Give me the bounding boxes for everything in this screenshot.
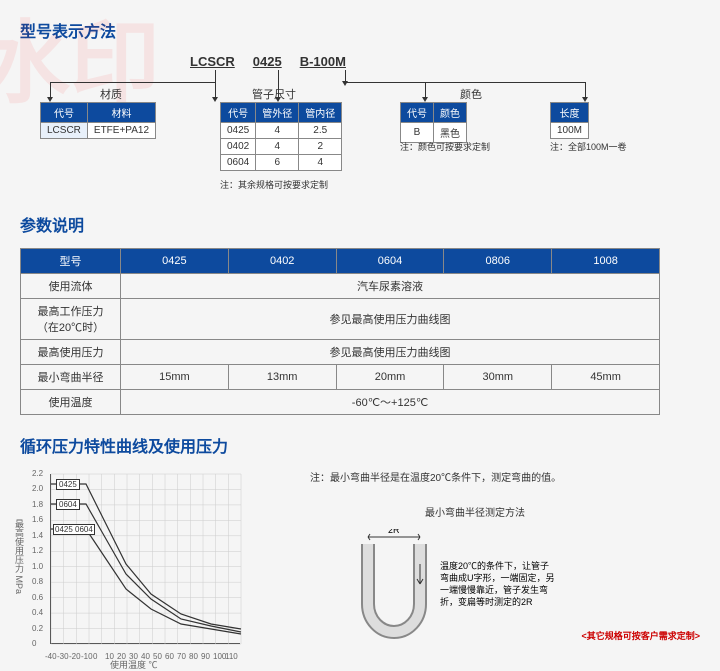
r-label: 2R [388,529,400,535]
y-tick: 2.0 [32,484,43,493]
y-tick: 1.0 [32,562,43,571]
chart-annot-1: 0425 [56,479,80,490]
x-axis-label: 使用温度 ℃ [110,658,158,671]
x-tick: 110 [225,652,238,661]
x-tick: -10 [81,652,93,661]
x-tick: 70 [177,652,186,661]
x-tick: -40 [45,652,57,661]
subhead-color: 颜色 [460,86,482,102]
diagram-desc-4: 折，变扁等时测定的2R [440,596,533,607]
diagram-desc-3: 一端慢慢靠近，管子发生弯 [440,584,548,595]
diagram-title: 最小弯曲半径测定方法 [340,504,610,519]
y-tick: 2.2 [32,469,43,478]
y-tick: 1.8 [32,500,43,509]
length-note: 注：全部100M一卷 [550,140,627,153]
model-part-2: 0425 [253,54,282,69]
subhead-size: 管子尺寸 [252,86,296,102]
diagram-box: 注：最小弯曲半径是在温度20℃条件下，测定弯曲的值。 最小弯曲半径测定方法 2R… [310,469,610,669]
y-tick: 1.6 [32,515,43,524]
pressure-chart: 最高使用压力 MPa 0425 0604 0425 0604 2.22.01.8… [20,469,250,669]
diagram-note-top: 注：最小弯曲半径是在温度20℃条件下，测定弯曲的值。 [310,469,610,484]
y-tick: 1.4 [32,531,43,540]
y-axis-label: 最高使用压力 MPa [14,519,23,594]
color-note: 注：颜色可按要求定制 [400,140,490,153]
model-diagram: LCSCR 0425 B-100M 材质 管子尺寸 颜色 代号材料 LCSCRE… [20,54,700,204]
x-tick: 60 [165,652,174,661]
chart-grid: 0425 0604 0425 0604 [50,474,240,644]
utube-diagram: 2R 固 定 端 温度20℃的条件下，让管子 弯曲成U字形，一端固定，另 一端慢… [360,529,500,649]
footer-note: <其它规格可按客户需求定制> [581,629,700,642]
x-tick: -20 [69,652,81,661]
diagram-desc-1: 温度20℃的条件下，让管子 [440,560,549,571]
size-table: 代号管外径管内径 042542.5 040242 060464 [220,102,342,171]
model-part-1: LCSCR [190,54,235,69]
chart-annot-2: 0604 [56,499,80,510]
color-table: 代号颜色 B黑色 [400,102,467,143]
y-tick: 0.4 [32,608,43,617]
subhead-material: 材质 [100,86,122,102]
model-part-3: B-100M [300,54,346,69]
y-tick: 0.6 [32,593,43,602]
y-tick: 0.8 [32,577,43,586]
diagram-desc-2: 弯曲成U字形，一端固定，另 [440,572,555,583]
y-tick: 1.2 [32,546,43,555]
chart-annot-3: 0425 0604 [53,524,95,535]
title-model-method: 型号表示方法 [20,18,700,42]
y-tick: 0 [32,639,36,648]
y-tick: 0.2 [32,624,43,633]
x-tick: -30 [57,652,69,661]
title-param-desc: 参数说明 [20,212,700,236]
title-curve: 循环压力特性曲线及使用压力 [20,433,700,457]
x-tick: 0 [93,652,97,661]
spec-table: 型号 0425 0402 0604 0806 1008 使用流体汽车尿素溶液 最… [20,248,660,415]
length-table: 长度 100M [550,102,589,139]
material-table: 代号材料 LCSCRETFE+PA12 [40,102,156,139]
x-tick: 80 [189,652,198,661]
x-tick: 90 [201,652,210,661]
size-note: 注：其余规格可按要求定制 [220,178,328,191]
